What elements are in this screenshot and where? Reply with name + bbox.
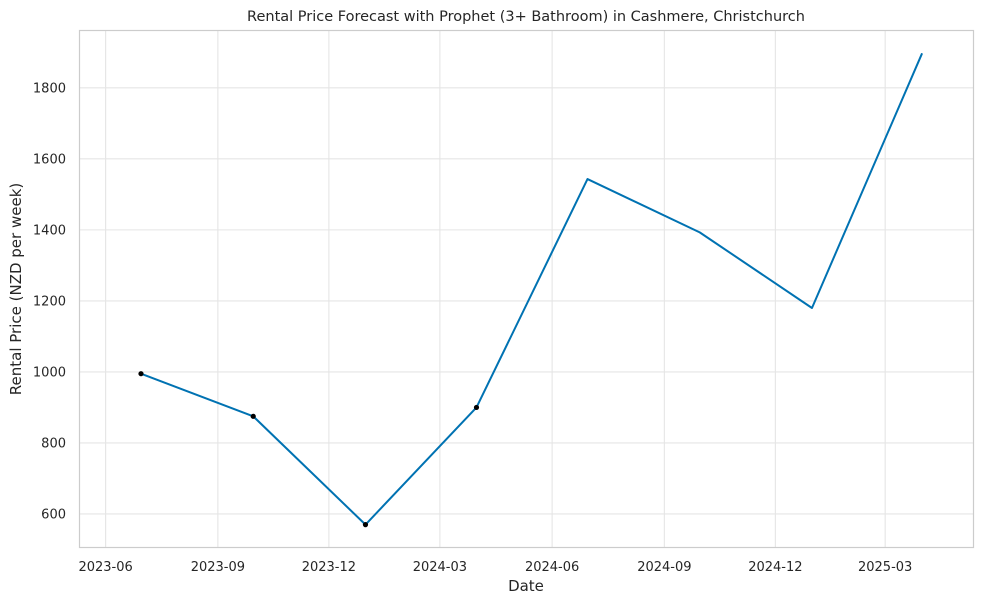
x-tick-label: 2023-06 <box>78 560 132 575</box>
y-tick-label: 600 <box>41 507 66 522</box>
y-axis-label: Rental Price (NZD per week) <box>7 183 25 395</box>
chart-title: Rental Price Forecast with Prophet (3+ B… <box>247 9 805 25</box>
x-tick-label: 2024-06 <box>525 560 579 575</box>
y-tick-label: 800 <box>41 436 66 451</box>
plot-area-frame <box>78 29 975 549</box>
y-tick-label: 1400 <box>33 223 66 238</box>
y-tick-labels: 600 800 1000 1200 1400 1600 1800 <box>33 81 66 522</box>
y-tick-label: 1200 <box>33 294 66 309</box>
y-tick-label: 1000 <box>33 365 66 380</box>
series-layer <box>140 53 923 526</box>
x-axis-label: Date <box>508 577 544 595</box>
observed-point <box>138 371 144 377</box>
observed-point <box>250 413 256 419</box>
x-tick-label: 2023-09 <box>191 560 245 575</box>
x-tick-label: 2025-03 <box>858 560 912 575</box>
observed-point <box>473 404 480 411</box>
x-tick-label: 2024-09 <box>637 560 691 575</box>
x-tick-label: 2024-03 <box>413 560 467 575</box>
observed-point <box>362 522 369 528</box>
forecast-line <box>140 53 923 526</box>
x-tick-label: 2024-12 <box>748 560 802 575</box>
x-tick-labels: 2023-06 2023-09 2023-12 2024-03 2024-06 2024-… <box>78 560 912 575</box>
observed-points-layer <box>138 371 480 528</box>
x-tick-label: 2023-12 <box>302 560 356 575</box>
grid-layer <box>80 31 973 547</box>
y-tick-label: 1600 <box>33 152 66 167</box>
y-tick-label: 1800 <box>33 81 66 96</box>
